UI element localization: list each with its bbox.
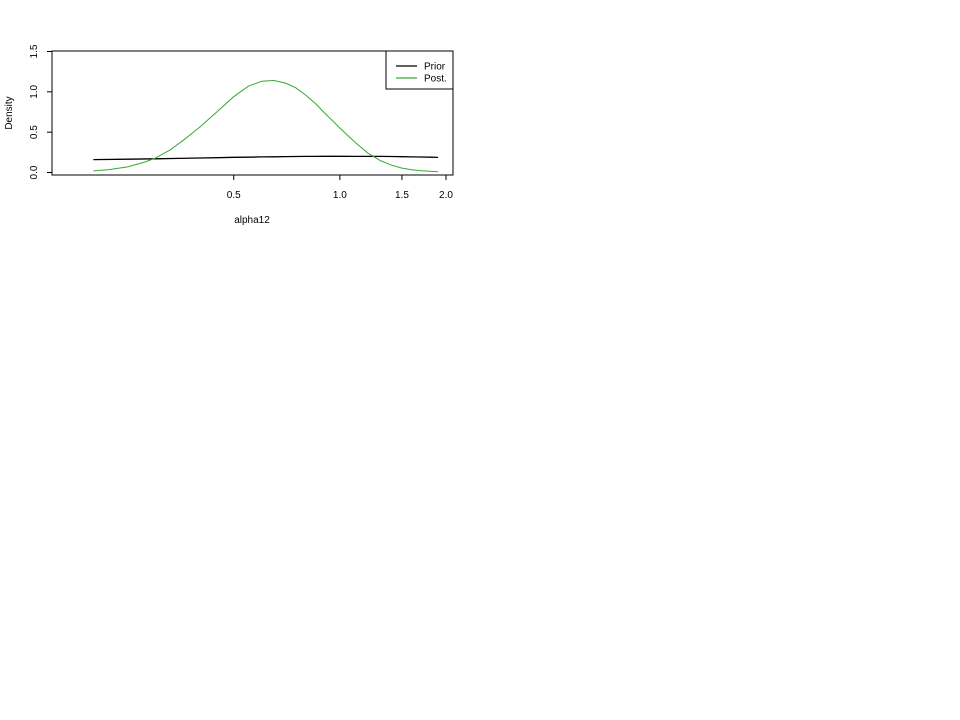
legend-label: Post. [424, 74, 447, 85]
series-line-prior [93, 155, 439, 161]
y-tick-label: 1.5 [29, 44, 40, 58]
x-tick-label: 2.0 [439, 190, 453, 201]
legend-box [385, 50, 454, 90]
y-axis-label: Density [4, 96, 15, 129]
legend-label: Prior [424, 62, 446, 73]
x-tick-label: 1.5 [395, 190, 409, 201]
y-tick-label: 0.0 [29, 165, 40, 179]
x-tick-label: 0.5 [227, 190, 241, 201]
x-tick-label: 1.0 [333, 190, 347, 201]
series-line-post [93, 79, 439, 173]
x-axis: 0.5 1.0 1.5 2.0 [204, 174, 453, 201]
plot-curves [93, 79, 439, 173]
x-axis-label: alpha12 [234, 215, 270, 226]
y-tick-label: 1.0 [29, 84, 40, 98]
y-tick-label: 0.5 [29, 125, 40, 139]
y-axis: 0.0 0.5 1.0 1.5 [29, 44, 53, 179]
